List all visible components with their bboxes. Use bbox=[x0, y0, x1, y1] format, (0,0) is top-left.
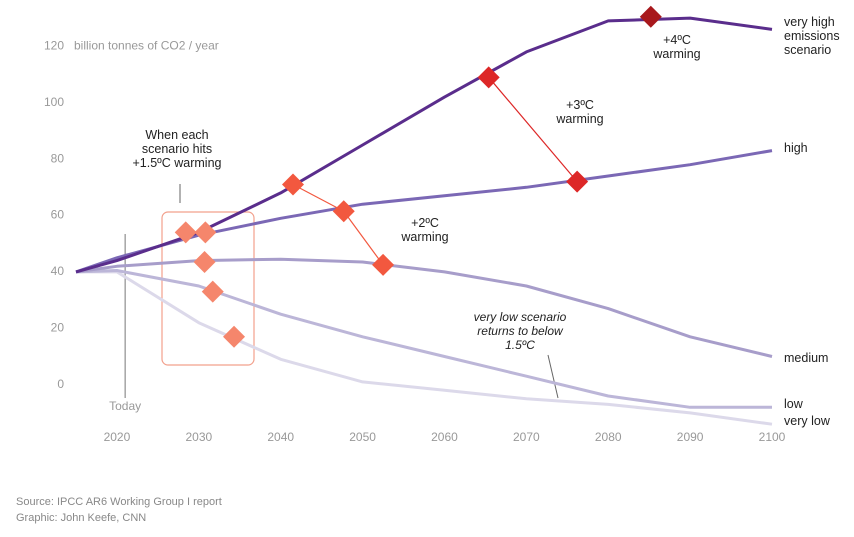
y-tick-label: 100 bbox=[44, 95, 64, 109]
y-tick-label: 40 bbox=[51, 264, 65, 278]
warming-marker bbox=[477, 66, 500, 89]
x-tick-label: 2050 bbox=[349, 430, 376, 444]
pointer bbox=[547, 354, 559, 399]
warming-marker bbox=[193, 251, 216, 274]
x-tick-label: 2090 bbox=[677, 430, 704, 444]
highlight-box bbox=[161, 211, 255, 366]
annotation: +4ºC warming bbox=[653, 33, 701, 61]
warming-marker bbox=[194, 221, 217, 244]
today-label: Today bbox=[109, 399, 141, 413]
series-label: very high emissions scenario bbox=[784, 15, 840, 57]
series-label: very low bbox=[784, 414, 830, 428]
y-tick-label: 0 bbox=[57, 377, 64, 391]
warming-marker bbox=[281, 173, 304, 196]
marker-connector bbox=[292, 183, 345, 212]
warming-marker bbox=[332, 200, 355, 223]
series-line bbox=[76, 270, 773, 426]
series-line bbox=[75, 257, 773, 358]
annotation: +3ºC warming bbox=[556, 98, 604, 126]
annotation: When each scenario hits +1.5ºC warming bbox=[132, 128, 222, 170]
warming-marker bbox=[566, 170, 589, 193]
warming-marker bbox=[372, 253, 395, 276]
annotation: very low scenario returns to below 1.5ºC bbox=[473, 310, 567, 352]
x-tick-label: 2020 bbox=[104, 430, 131, 444]
source: Source: IPCC AR6 Working Group I report bbox=[16, 496, 222, 508]
marker-connector bbox=[488, 76, 578, 183]
credit: Graphic: John Keefe, CNN bbox=[16, 512, 147, 524]
y-tick-label: 120 bbox=[44, 38, 64, 52]
warming-marker bbox=[639, 5, 662, 28]
x-tick-label: 2070 bbox=[513, 430, 540, 444]
series-label: low bbox=[784, 397, 803, 411]
x-tick-label: 2100 bbox=[759, 430, 786, 444]
series-label: high bbox=[784, 141, 808, 155]
series-label: medium bbox=[784, 351, 829, 365]
y-tick-label: 80 bbox=[51, 151, 65, 165]
y-tick-label: 20 bbox=[51, 320, 65, 334]
y-tick-label: 60 bbox=[51, 208, 65, 222]
warming-marker bbox=[223, 325, 246, 348]
warming-marker bbox=[174, 221, 197, 244]
annotation: +2ºC warming bbox=[401, 216, 449, 244]
x-tick-label: 2040 bbox=[267, 430, 294, 444]
marker-connector bbox=[343, 210, 384, 266]
x-tick-label: 2060 bbox=[431, 430, 458, 444]
y-axis-label: billion tonnes of CO2 / year bbox=[74, 38, 219, 52]
x-tick-label: 2080 bbox=[595, 430, 622, 444]
series-line bbox=[75, 269, 772, 409]
warming-marker bbox=[201, 280, 224, 303]
x-tick-label: 2030 bbox=[185, 430, 212, 444]
